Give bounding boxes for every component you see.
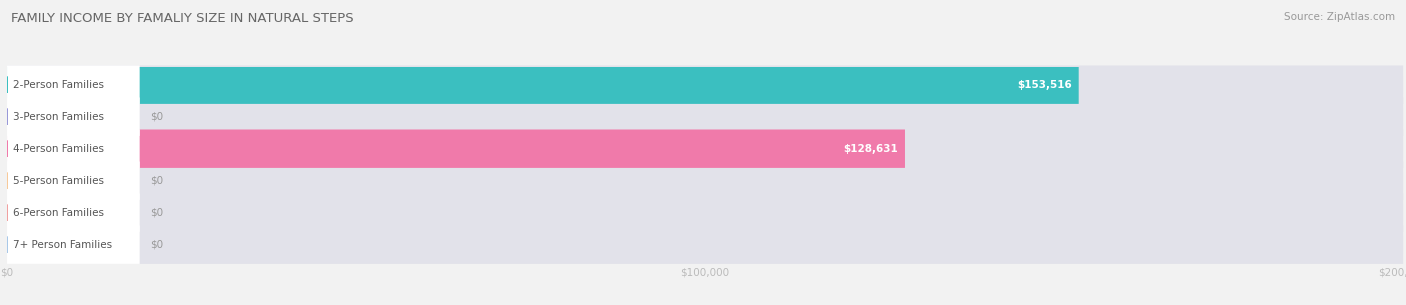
FancyBboxPatch shape — [7, 225, 139, 264]
FancyBboxPatch shape — [7, 130, 905, 168]
FancyBboxPatch shape — [7, 130, 139, 168]
FancyBboxPatch shape — [7, 66, 139, 104]
FancyBboxPatch shape — [7, 162, 1403, 200]
FancyBboxPatch shape — [7, 66, 1078, 104]
FancyBboxPatch shape — [7, 66, 1403, 104]
Text: $0: $0 — [150, 208, 163, 218]
Text: $128,631: $128,631 — [844, 144, 898, 154]
Text: 3-Person Families: 3-Person Families — [13, 112, 104, 122]
Text: 7+ Person Families: 7+ Person Families — [13, 240, 111, 250]
Text: Source: ZipAtlas.com: Source: ZipAtlas.com — [1284, 12, 1395, 22]
Text: FAMILY INCOME BY FAMALIY SIZE IN NATURAL STEPS: FAMILY INCOME BY FAMALIY SIZE IN NATURAL… — [11, 12, 354, 25]
FancyBboxPatch shape — [7, 193, 139, 232]
Text: 6-Person Families: 6-Person Families — [13, 208, 104, 218]
Text: 5-Person Families: 5-Person Families — [13, 176, 104, 186]
Text: $153,516: $153,516 — [1017, 80, 1071, 90]
Text: 4-Person Families: 4-Person Families — [13, 144, 104, 154]
FancyBboxPatch shape — [7, 98, 139, 136]
Text: 2-Person Families: 2-Person Families — [13, 80, 104, 90]
FancyBboxPatch shape — [7, 162, 139, 200]
FancyBboxPatch shape — [7, 130, 1403, 168]
Text: $0: $0 — [150, 176, 163, 186]
FancyBboxPatch shape — [7, 98, 1403, 136]
FancyBboxPatch shape — [7, 193, 1403, 232]
FancyBboxPatch shape — [7, 225, 1403, 264]
Text: $0: $0 — [150, 240, 163, 250]
Text: $0: $0 — [150, 112, 163, 122]
